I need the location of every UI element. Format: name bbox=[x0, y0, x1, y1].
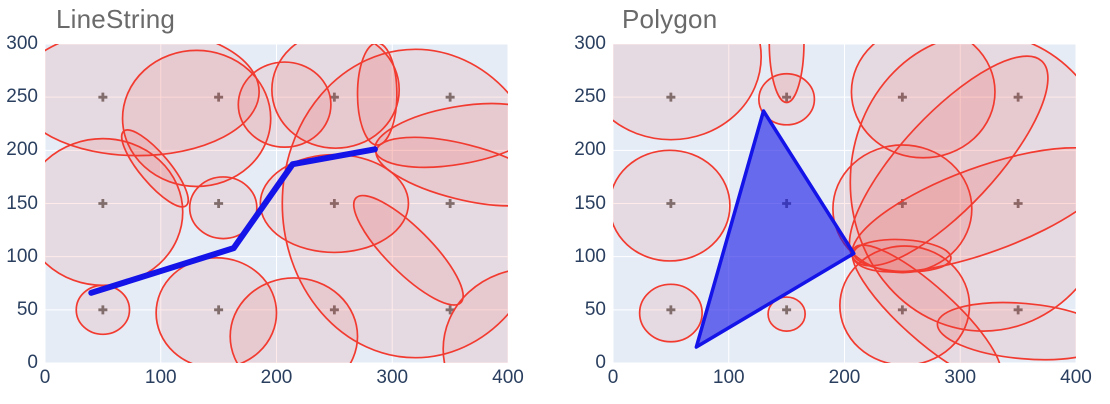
grid-point-cross-marker bbox=[329, 92, 339, 102]
grid-point-cross-marker bbox=[98, 92, 108, 102]
grid-point-cross-marker bbox=[445, 92, 455, 102]
y-tick-label: 200 bbox=[574, 139, 606, 161]
grid-point-cross-marker bbox=[666, 305, 676, 315]
red-circle-shape bbox=[45, 137, 184, 287]
plot-area-linestring[interactable] bbox=[45, 44, 508, 363]
grid-point-cross-marker bbox=[1013, 305, 1023, 315]
grid-point-cross-marker bbox=[897, 305, 907, 315]
x-tick-label: 100 bbox=[144, 367, 177, 388]
grid-point-cross-marker bbox=[897, 92, 907, 102]
grid-point-cross-marker bbox=[782, 305, 792, 315]
linestring-geometry bbox=[88, 146, 378, 296]
red-circle-shape bbox=[768, 44, 805, 104]
grid-point-cross-marker bbox=[1013, 199, 1023, 208]
y-tick-label: 0 bbox=[27, 352, 38, 373]
x-tick-label: 300 bbox=[944, 367, 977, 388]
y-tick-label: 0 bbox=[595, 352, 606, 373]
grid-point-cross-marker bbox=[329, 199, 339, 208]
red-circle-shape bbox=[613, 44, 762, 141]
x-tick-label: 300 bbox=[376, 367, 409, 388]
grid-point-cross-marker bbox=[1013, 92, 1023, 102]
grid-point-cross-marker bbox=[666, 92, 676, 102]
x-tick-label: 0 bbox=[39, 367, 51, 388]
x-tick-label: 400 bbox=[1060, 367, 1092, 388]
red-circle-shape bbox=[613, 149, 731, 262]
red-circle-shape bbox=[850, 44, 996, 159]
grid-point-cross-marker bbox=[98, 199, 108, 208]
y-tick-label: 200 bbox=[6, 139, 38, 161]
grid-point-cross-marker bbox=[445, 199, 455, 208]
red-circle-shape bbox=[849, 44, 1076, 332]
red-circle-shape bbox=[832, 144, 973, 274]
grid-point-cross-marker bbox=[666, 199, 676, 208]
subplot-title-polygon: Polygon bbox=[622, 4, 718, 34]
red-circle-shape bbox=[757, 72, 816, 126]
red-circle-shape bbox=[356, 44, 398, 146]
grid-point-cross-marker bbox=[329, 305, 339, 315]
y-tick-label: 150 bbox=[574, 192, 606, 214]
x-tick-label: 200 bbox=[260, 367, 293, 388]
x-tick-label: 0 bbox=[607, 367, 619, 388]
x-tick-label: 400 bbox=[492, 367, 524, 388]
red-circle-shape bbox=[120, 129, 190, 208]
red-circle-shape bbox=[352, 194, 465, 306]
red-circle-shape bbox=[281, 48, 508, 359]
grid-point-cross-marker bbox=[214, 199, 224, 208]
red-circle-shape bbox=[259, 153, 410, 254]
grid-point-cross-marker bbox=[98, 305, 108, 315]
y-tick-label: 150 bbox=[6, 192, 38, 214]
grid-point-cross-marker bbox=[214, 305, 224, 315]
red-circle-shape bbox=[229, 277, 359, 363]
grid-point-cross-marker bbox=[445, 305, 455, 315]
red-circle-shape bbox=[155, 256, 278, 363]
polygon-geometry bbox=[694, 109, 856, 349]
y-tick-label: 100 bbox=[574, 245, 606, 267]
red-circle-shape bbox=[638, 283, 703, 343]
y-tick-label: 50 bbox=[584, 298, 606, 320]
plot-area-polygon[interactable] bbox=[613, 44, 1076, 363]
grid-point-cross-marker bbox=[214, 92, 224, 102]
x-tick-label: 100 bbox=[712, 367, 745, 388]
red-circle-shape bbox=[45, 44, 260, 157]
y-tick-label: 250 bbox=[574, 86, 606, 108]
x-tick-label: 200 bbox=[828, 367, 861, 388]
grid-point-cross-marker bbox=[782, 92, 792, 102]
y-tick-label: 100 bbox=[6, 245, 38, 267]
subplot-title-linestring: LineString bbox=[56, 4, 176, 34]
red-circle-shape bbox=[75, 284, 131, 336]
red-circle-shape bbox=[188, 176, 258, 240]
red-circle-shape bbox=[271, 44, 401, 150]
red-circle-shape bbox=[936, 301, 1076, 361]
red-circle-shape bbox=[237, 61, 332, 148]
y-tick-label: 250 bbox=[6, 86, 38, 108]
y-tick-label: 50 bbox=[16, 298, 38, 320]
y-tick-label: 300 bbox=[6, 33, 38, 54]
red-circle-shape bbox=[767, 296, 806, 332]
red-circle-shape bbox=[442, 270, 508, 363]
y-tick-label: 300 bbox=[574, 33, 606, 54]
